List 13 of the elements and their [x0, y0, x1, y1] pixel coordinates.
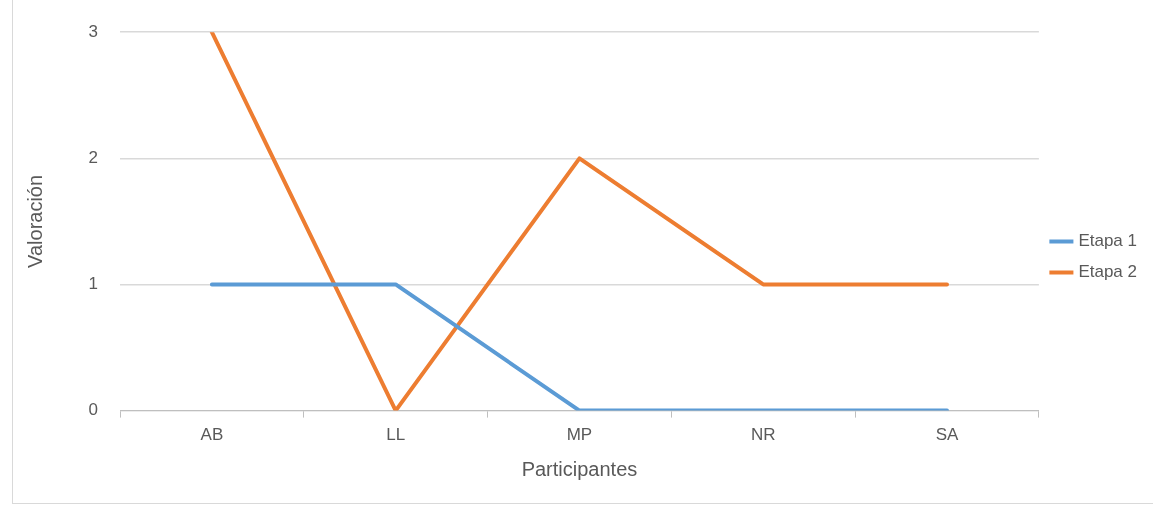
y-axis-title: Valoración	[23, 174, 46, 268]
y-tick-label: 1	[88, 274, 98, 294]
legend-label: Etapa 1	[1078, 231, 1138, 251]
legend-label: Etapa 2	[1078, 262, 1138, 282]
x-axis-title: Participantes	[521, 457, 638, 480]
y-tick-label: 2	[88, 148, 98, 168]
x-tick-label: NR	[750, 425, 776, 445]
x-tick-label: SA	[935, 425, 959, 445]
y-tick-label: 3	[88, 21, 98, 41]
x-tick-label: AB	[200, 425, 224, 445]
x-tick-label: LL	[386, 425, 406, 445]
x-tick-label: MP	[566, 425, 593, 445]
y-tick-label: 0	[88, 400, 98, 420]
